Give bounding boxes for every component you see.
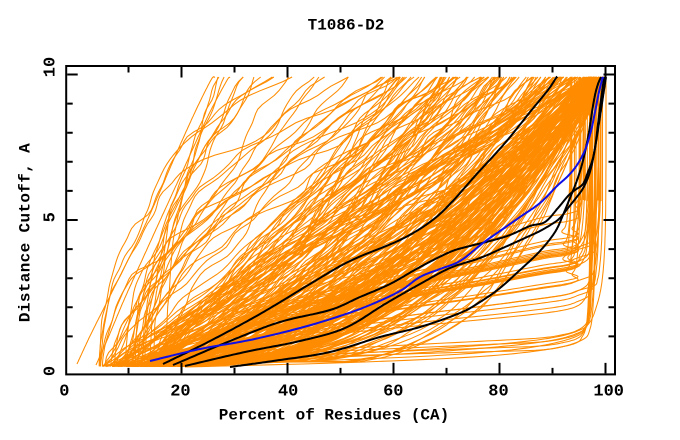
svg-text:T1086-D2: T1086-D2 xyxy=(308,17,385,35)
svg-text:100: 100 xyxy=(593,383,624,402)
svg-text:60: 60 xyxy=(383,383,403,402)
svg-text:Percent of Residues (CA): Percent of Residues (CA) xyxy=(219,407,449,425)
svg-text:40: 40 xyxy=(278,383,298,402)
svg-text:0: 0 xyxy=(59,383,69,402)
svg-text:20: 20 xyxy=(170,383,190,402)
svg-text:Distance Cutoff, A: Distance Cutoff, A xyxy=(17,143,35,322)
svg-text:0: 0 xyxy=(42,366,61,376)
svg-text:5: 5 xyxy=(42,212,61,222)
svg-text:80: 80 xyxy=(488,383,508,402)
svg-text:10: 10 xyxy=(42,57,61,77)
